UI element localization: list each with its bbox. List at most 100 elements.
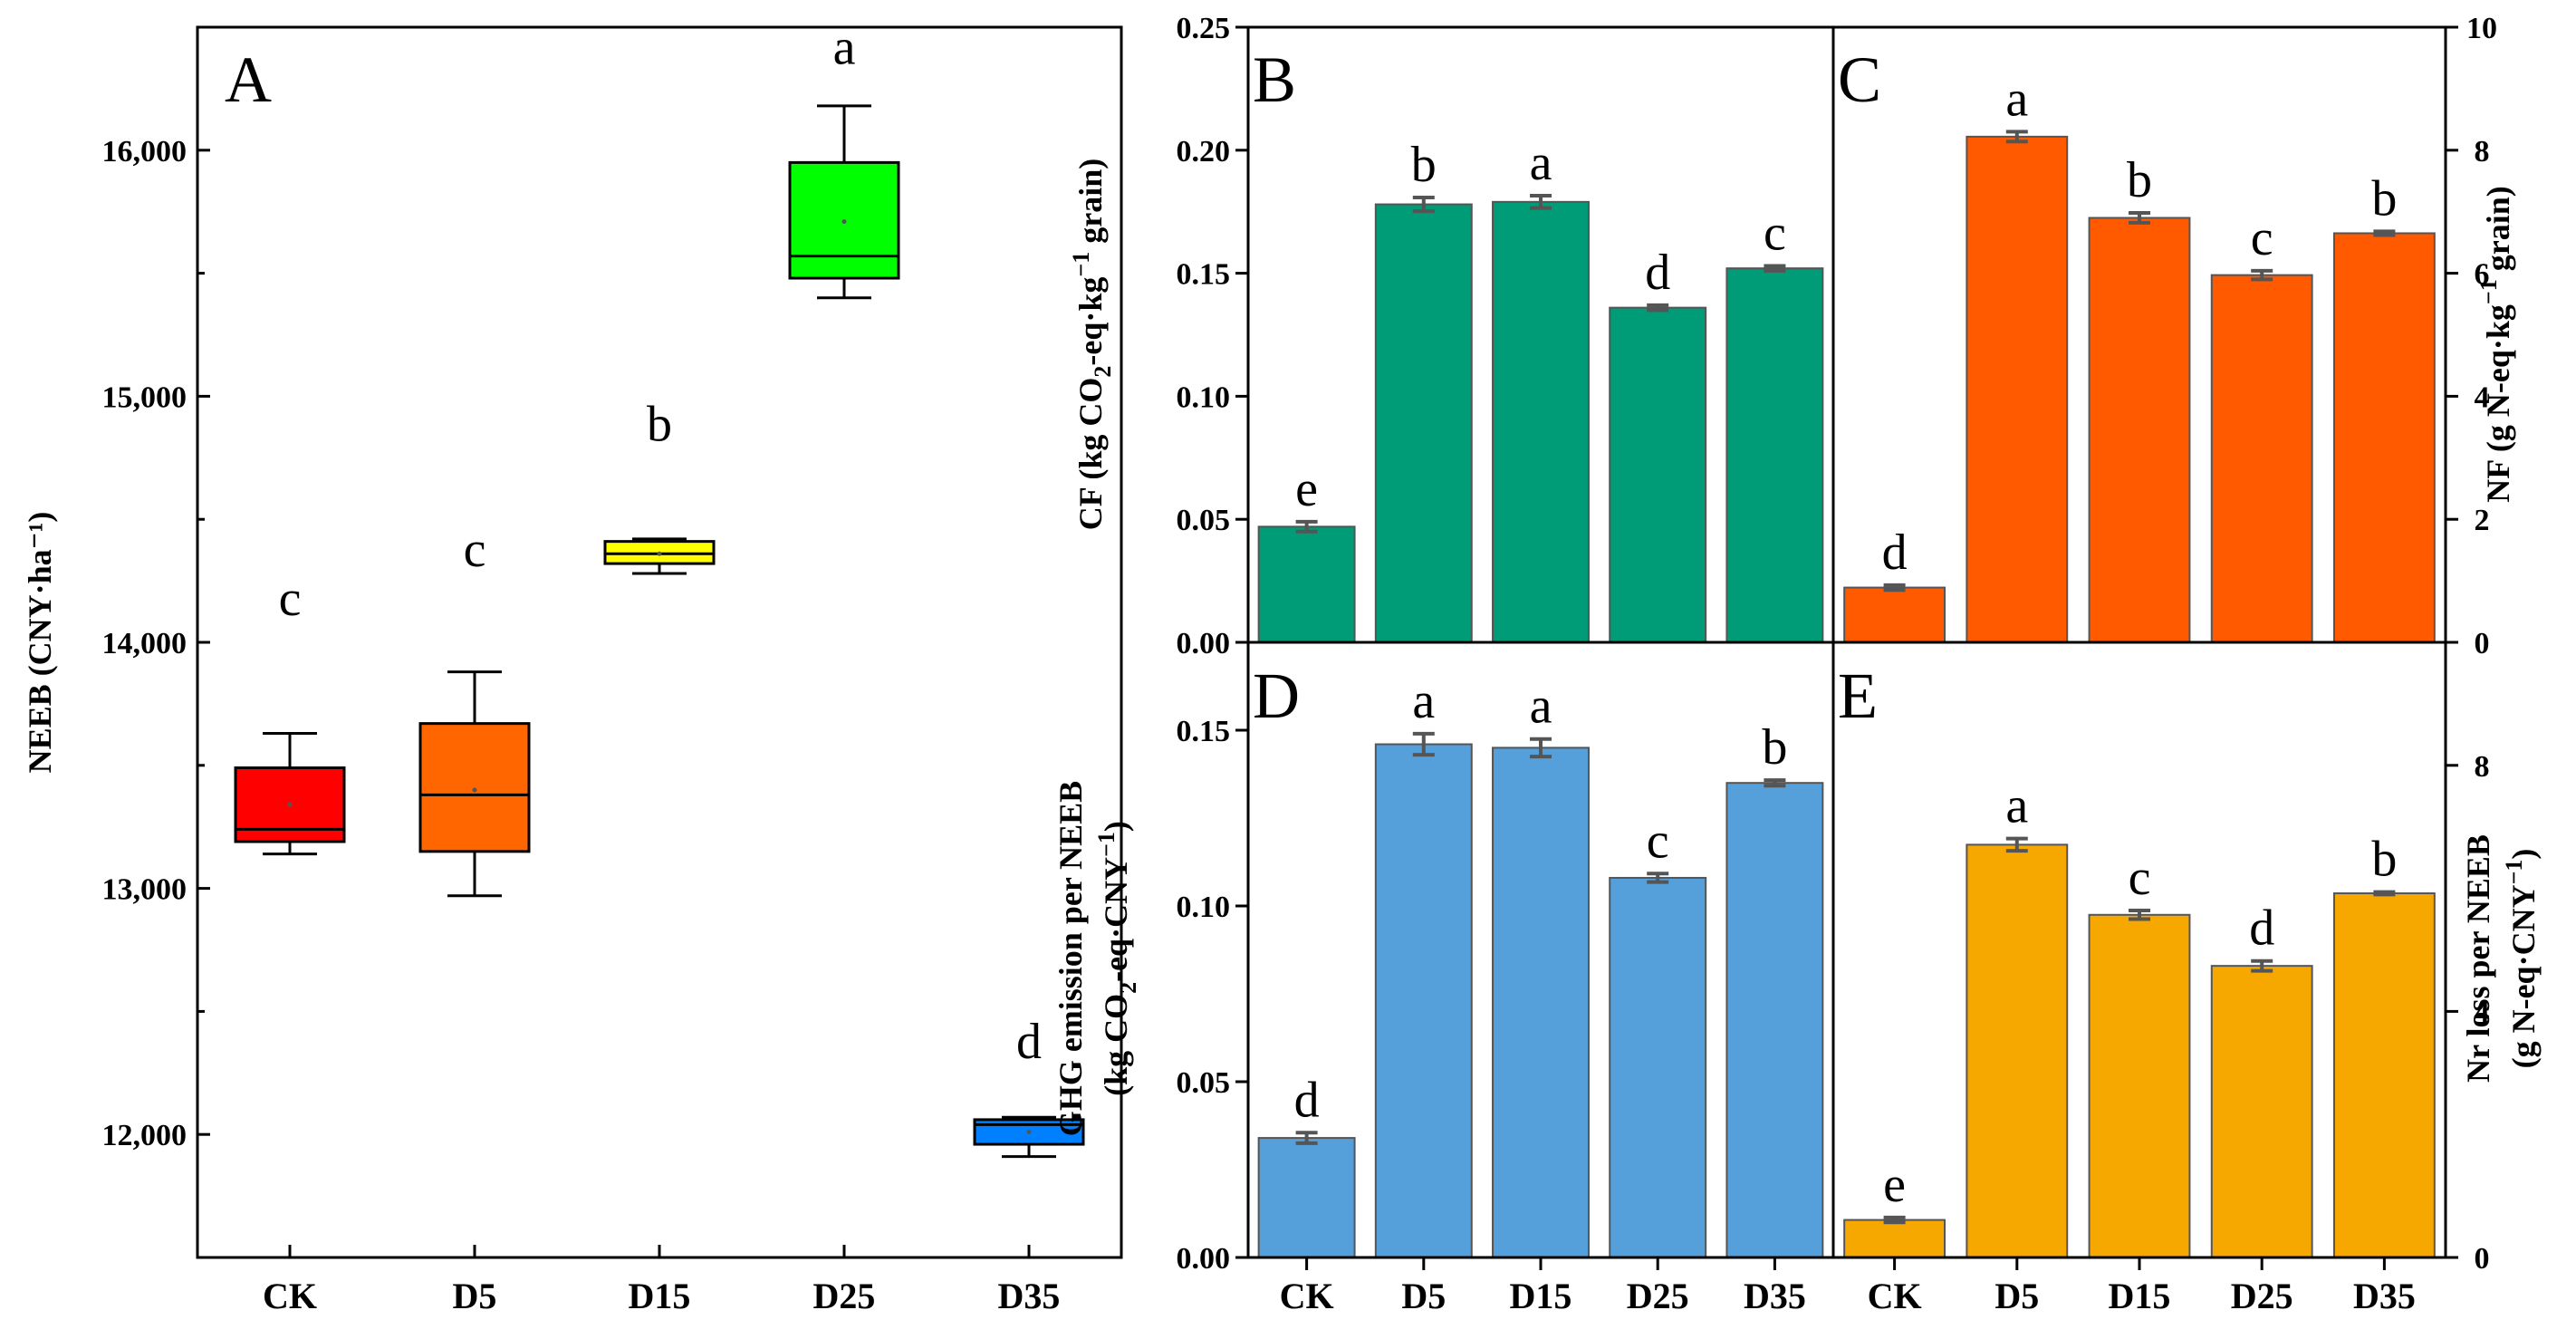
panel-e-bar-ck (1843, 1219, 1946, 1259)
panel-d-ytick-label: 0.05 (1177, 1066, 1231, 1100)
panel-d-ytick-label: 0.00 (1177, 1242, 1231, 1276)
panel-a-ytick-label: 16,000 (102, 135, 187, 169)
panel-a-mean-d15 (657, 551, 662, 556)
panel-a-sig-letter-d15: b (647, 396, 672, 452)
panel-b-sig-letter-ck: e (1295, 461, 1318, 517)
panel-d-sig-letter-d5: a (1412, 673, 1435, 729)
panel-a-frame (196, 25, 1123, 1259)
panel-a-sig-letter-ck: c (279, 571, 302, 627)
panel-e-bar-d25 (2210, 965, 2313, 1259)
panel-b-ylabel: CF (kg CO2-eq·kg−1 grain) (1068, 159, 1116, 531)
panel-d-ytick-label: 0.15 (1177, 715, 1231, 748)
panel-a-ytick-label: 15,000 (102, 381, 187, 414)
panel-a-x-label-d25: D25 (813, 1276, 876, 1316)
panel-e-ytick-label: 4 (2475, 996, 2490, 1029)
panel-d-x-label-d25: D25 (1627, 1276, 1689, 1316)
panel-d-x-label-ck: CK (1280, 1276, 1334, 1316)
panel-d-sig-letter-d25: c (1647, 813, 1669, 869)
panel-a: A NEEB (CNY·ha⁻¹) 12,000 13,000 14,000 15,0… (22, 20, 1123, 1316)
panel-d-x-label-d5: D5 (1401, 1276, 1446, 1316)
panel-b-ytick-label: 0.25 (1177, 12, 1231, 45)
panel-a-x-label-d35: D35 (998, 1276, 1061, 1316)
panel-e-sig-letter-d5: a (2005, 778, 2028, 834)
panel-d-sig-letter-d15: a (1530, 679, 1552, 735)
panel-a-ytick-label: 14,000 (102, 627, 187, 660)
panel-e-x-label-d25: D25 (2231, 1276, 2293, 1316)
panel-d-sig-letter-ck: d (1294, 1072, 1320, 1128)
panel-c-ytick-label: 6 (2475, 258, 2490, 292)
panel-d-bar-d15 (1492, 747, 1590, 1258)
panel-d-x-label-d35: D35 (1744, 1276, 1806, 1316)
panel-d-bar-ck (1257, 1137, 1356, 1258)
panel-b-bar-d15 (1492, 200, 1590, 643)
panel-c-sig-letter-ck: d (1882, 525, 1908, 581)
panel-b-letter: B (1253, 43, 1296, 116)
panel-c-ytick-label: 0 (2475, 627, 2490, 660)
panel-d-bar-d35 (1725, 782, 1824, 1258)
panel-a-mean-d25 (841, 219, 847, 225)
panel-b-ytick-label: 0.10 (1177, 381, 1231, 414)
panel-a-box-d25 (788, 160, 900, 280)
panel-b-ytick-label: 0.15 (1177, 258, 1231, 292)
panel-d-ylabel-units: (kg CO2-eq·CNY−1) (1093, 821, 1141, 1096)
panel-b-sig-letter-d15: a (1530, 135, 1552, 191)
panel-a-ytick-label: 12,000 (102, 1119, 187, 1152)
panel-b-ytick-label: 0.05 (1177, 504, 1231, 537)
panel-a-mean-ck (287, 802, 293, 807)
panel-c-ytick-label: 10 (2466, 12, 2497, 45)
panel-c-bar-d15 (2088, 217, 2191, 644)
panel-a-box-d5 (418, 722, 531, 853)
panel-e-bar-d5 (1966, 843, 2069, 1258)
panel-a-letter: A (225, 43, 272, 116)
panel-d: D GHG emission per NEEB (kg CO2-eq·CNY−1… (1053, 660, 1824, 1316)
panel-c-letter: C (1838, 43, 1881, 116)
panel-b-sig-letter-d5: b (1411, 137, 1437, 193)
panel-e-sig-letter-d35: b (2371, 832, 2397, 888)
panel-a-sig-letter-d35: d (1016, 1014, 1042, 1070)
panel-d-bar-d5 (1374, 743, 1473, 1258)
panel-a-sig-letter-d5: c (464, 522, 486, 578)
panel-c-sig-letter-d5: a (2005, 71, 2028, 127)
panel-d-ylabel: GHG emission per NEEB (1053, 781, 1089, 1136)
panel-b-bar-ck (1257, 525, 1356, 644)
panel-e-bar-d15 (2088, 913, 2191, 1258)
panel-c-sig-letter-d25: c (2251, 210, 2273, 266)
panel-a-ylabel: NEEB (CNY·ha⁻¹) (22, 512, 58, 774)
panel-b-sig-letter-d35: c (1764, 205, 1786, 261)
panel-c-bar-d25 (2210, 274, 2313, 643)
panel-e-ylabel: Nr loss per NEEB (2460, 834, 2496, 1083)
panel-b-bar-d25 (1609, 306, 1707, 643)
panel-a-mean-d35 (1026, 1129, 1032, 1134)
panel-e: E Nr loss per NEEB (g N-eq·CNY−1) 0 4 8 e CK… (1838, 660, 2542, 1316)
panel-b-ytick-label: 0.00 (1177, 627, 1231, 660)
panel-e-sig-letter-d15: c (2129, 850, 2151, 906)
panel-e-sig-letter-d25: d (2249, 901, 2274, 957)
panel-d-x-label-d15: D15 (1510, 1276, 1572, 1316)
panel-c-ytick-label: 4 (2475, 381, 2490, 414)
panel-e-ytick-label: 0 (2475, 1242, 2490, 1276)
panel-c: C NF (g N-eq·kg−1 grain) 0 2 4 6 8 10 d a b c b (1838, 12, 2516, 660)
panel-c-bar-d35 (2332, 232, 2436, 643)
panel-a-sig-letter-d25: a (833, 20, 856, 76)
panel-c-ytick-label: 8 (2475, 135, 2490, 169)
panel-b-ytick-label: 0.20 (1177, 135, 1231, 169)
panel-e-ylabel-units: (g N-eq·CNY−1) (2501, 849, 2542, 1069)
panel-e-bar-d35 (2332, 892, 2436, 1258)
panel-e-ytick-label: 8 (2475, 750, 2490, 784)
panel-a-x-label-d15: D15 (629, 1276, 691, 1316)
panel-b: B CF (kg CO2-eq·kg−1 grain) 0.00 0.05 0.10… (1068, 12, 1824, 660)
panel-c-bar-d5 (1966, 135, 2069, 643)
panel-d-bar-d25 (1609, 876, 1707, 1259)
panel-a-x-label-d5: D5 (453, 1276, 497, 1316)
panel-a-ytick-label: 13,000 (102, 873, 187, 907)
panel-c-sig-letter-d15: b (2127, 152, 2152, 208)
panel-b-sig-letter-d25: d (1645, 245, 1670, 301)
panel-c-sig-letter-d35: b (2371, 170, 2397, 226)
panel-e-x-label-d5: D5 (1994, 1276, 2039, 1316)
panel-e-x-label-d15: D15 (2109, 1276, 2171, 1316)
panel-c-ylabel: NF (g N-eq·kg−1 grain) (2475, 186, 2516, 502)
panel-b-bar-d5 (1374, 203, 1473, 643)
panel-e-x-label-ck: CK (1868, 1276, 1922, 1316)
panel-e-x-label-d35: D35 (2353, 1276, 2416, 1316)
